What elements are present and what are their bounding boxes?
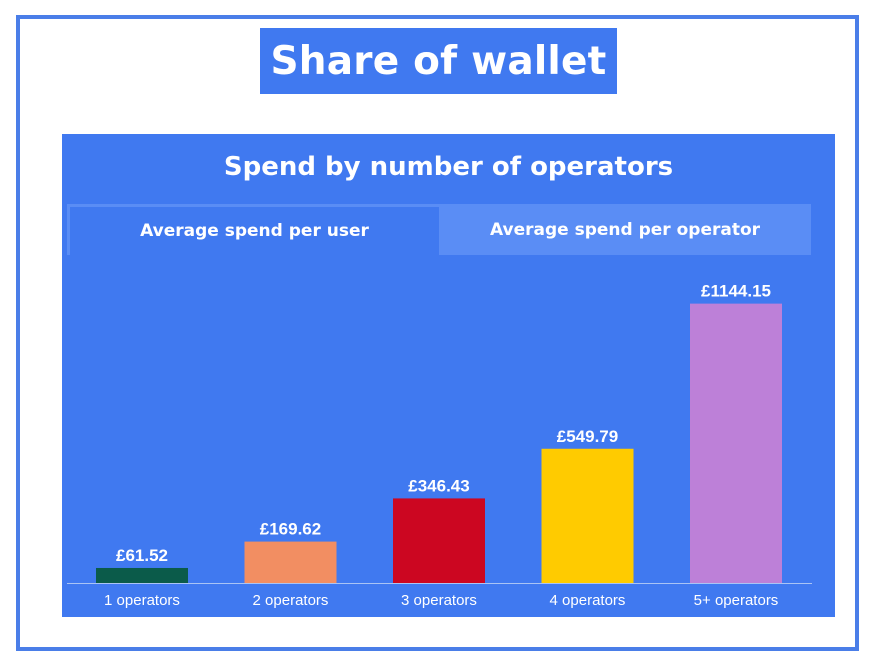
chart-title: Spend by number of operators: [223, 152, 674, 182]
x-tick-label: 2 operators: [253, 592, 329, 609]
bar-4[interactable]: [541, 448, 634, 583]
bar-1[interactable]: [96, 567, 188, 583]
bar-value-label: £61.52: [116, 546, 168, 565]
x-tick-label: 1 operators: [104, 592, 180, 609]
bar-value-label: £549.79: [557, 427, 618, 446]
page-title: Share of wallet: [260, 28, 617, 94]
bar-value-label: £1144.15: [701, 282, 771, 301]
chart-tabs: Average spend per user Average spend per…: [67, 204, 811, 255]
bar-5[interactable]: [690, 303, 782, 583]
tab-average-spend-per-operator[interactable]: Average spend per operator: [439, 204, 811, 255]
bar-2[interactable]: [244, 541, 337, 583]
x-tick-label: 4 operators: [550, 592, 626, 609]
x-tick-label: 3 operators: [401, 592, 477, 609]
bar-chart: £61.52 1 operators £169.62 2 operators £346.…: [67, 282, 812, 609]
x-tick-label: 5+ operators: [694, 592, 779, 609]
bar-value-label: £346.43: [408, 476, 469, 495]
bar-3[interactable]: [393, 498, 485, 583]
bar-value-label: £169.62: [260, 520, 321, 539]
tab-average-spend-per-user[interactable]: Average spend per user: [67, 204, 439, 255]
